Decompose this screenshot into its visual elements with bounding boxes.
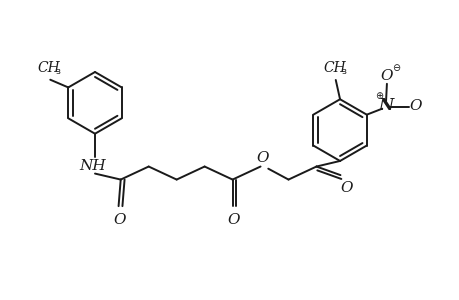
Text: CH: CH [37, 61, 60, 75]
Text: O: O [380, 69, 392, 83]
Text: N: N [377, 97, 392, 114]
Text: O: O [227, 213, 239, 227]
Text: ₃: ₃ [55, 64, 60, 77]
Text: ⊕: ⊕ [374, 91, 382, 101]
Text: O: O [256, 151, 268, 165]
Text: O: O [113, 213, 125, 227]
Text: O: O [409, 99, 421, 113]
Text: NH: NH [79, 159, 106, 173]
Text: ₃: ₃ [341, 64, 346, 77]
Text: CH: CH [323, 61, 346, 75]
Text: ⊖: ⊖ [392, 63, 399, 74]
Text: O: O [340, 181, 353, 195]
